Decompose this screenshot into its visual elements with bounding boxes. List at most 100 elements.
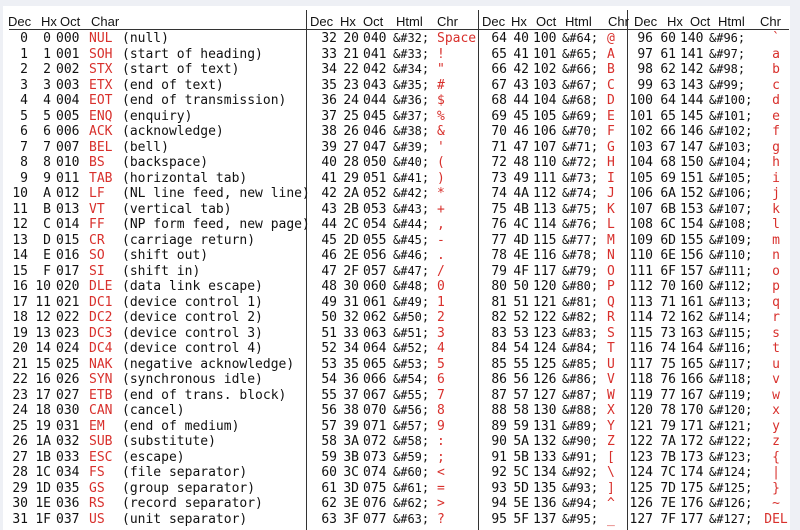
table-row: 109 6D 155 &#109; m	[3, 233, 790, 248]
cell-chr: v	[772, 372, 780, 387]
cell-hex: 7C	[660, 465, 676, 480]
cell-hex: 7D	[660, 480, 676, 496]
cell-oct: 001	[56, 46, 80, 62]
cell-hex: 44	[513, 93, 529, 108]
cell-hex: 20	[343, 31, 359, 46]
cell-chr: i	[772, 170, 780, 186]
table-row: 1 1 001 SOH (start of heading)	[3, 47, 790, 62]
cell-dec: 55	[321, 387, 337, 403]
cell-hex: 50	[513, 279, 529, 294]
cell-oct: 070	[363, 403, 387, 418]
cell-char: FS	[89, 465, 105, 480]
cell-hex: 7	[43, 139, 51, 155]
cell-dec: 78	[491, 248, 507, 263]
cell-oct: 067	[363, 387, 387, 403]
table-row: 32 20 040 &#32; Space	[3, 31, 790, 46]
table-row: 40 28 050 &#40; (	[3, 155, 790, 170]
cell-hex: 51	[513, 294, 529, 310]
cell-hex: 73	[660, 325, 676, 341]
cell-html: &#37;	[393, 108, 430, 123]
cell-dec: 58	[321, 434, 337, 449]
cell-hex: 40	[513, 31, 529, 46]
cell-char: DLE	[89, 279, 113, 294]
cell-chr: K	[607, 201, 615, 217]
cell-oct: 174	[680, 465, 704, 480]
column-header-chr: Chr	[437, 14, 458, 29]
cell-hex: 7A	[660, 434, 676, 449]
cell-html: &#112;	[709, 279, 753, 293]
cell-oct: 143	[680, 77, 704, 93]
cell-chr: '	[437, 139, 445, 155]
table-row: 57 39 071 &#57; 9	[3, 419, 790, 434]
cell-html: &#80;	[562, 279, 599, 293]
cell-dec: 81	[491, 294, 507, 310]
cell-hex: 35	[343, 356, 359, 372]
cell-hex: 2E	[343, 248, 359, 263]
cell-oct: 025	[56, 356, 80, 372]
table-row: 103 67 147 &#103; g	[3, 140, 790, 155]
cell-dec: 25	[12, 418, 28, 434]
cell-oct: 031	[56, 418, 80, 434]
cell-oct: 160	[680, 279, 704, 294]
cell-chr: ~	[772, 496, 780, 511]
cell-oct: 005	[56, 108, 80, 124]
cell-html: &#108;	[709, 217, 753, 231]
cell-html: &#113;	[709, 294, 753, 309]
table-row: 79 4F 117 &#79; O	[3, 264, 790, 279]
cell-chr: \	[607, 465, 615, 480]
cell-oct: 046	[363, 124, 387, 139]
cell-chr: J	[607, 186, 615, 201]
column-header-chr: Chr	[760, 14, 781, 29]
cell-oct: 036	[56, 496, 80, 511]
column-header-oct: Oct	[690, 14, 711, 29]
cell-hex: 4C	[513, 217, 529, 232]
cell-hex: 2B	[343, 201, 359, 217]
cell-hex: 16	[35, 372, 51, 387]
cell-oct: 100	[533, 31, 557, 46]
cell-chr: 8	[437, 403, 445, 418]
cell-chr: w	[772, 387, 780, 403]
ascii-table: Dec Hx Oct Char 0 0 000 NUL (null) 1 1 001 SOH (start…	[3, 6, 790, 530]
cell-oct: 110	[533, 155, 557, 170]
cell-chr: ]	[607, 480, 615, 496]
table-row: 121 79 171 &#121; y	[3, 419, 790, 434]
cell-chr: R	[607, 310, 615, 325]
cell-html: &#78;	[562, 248, 599, 262]
cell-html: &#88;	[562, 403, 599, 417]
cell-html: &#57;	[393, 418, 430, 433]
cell-dec: 53	[321, 356, 337, 372]
cell-dec: 9	[20, 170, 28, 186]
cell-hex: 46	[513, 124, 529, 139]
cell-dec: 82	[491, 310, 507, 325]
cell-dec: 7	[20, 139, 28, 155]
cell-dec: 125	[629, 480, 653, 496]
cell-hex: 52	[513, 310, 529, 325]
cell-dec: 71	[491, 139, 507, 155]
cell-char: NUL	[89, 31, 113, 46]
cell-chr: {	[772, 449, 780, 465]
cell-hex: 32	[343, 310, 359, 325]
cell-html: &#60;	[393, 465, 430, 479]
cell-oct: 013	[56, 201, 80, 217]
table-row: 43 2B 053 &#43; +	[3, 202, 790, 217]
table-row: 7 7 007 BEL (bell)	[3, 140, 790, 155]
cell-hex: 1C	[35, 465, 51, 480]
cell-hex: 3F	[343, 511, 359, 527]
cell-html: &#42;	[393, 186, 430, 200]
table-row: 24 18 030 CAN (cancel)	[3, 403, 790, 418]
cell-html: &#124;	[709, 465, 753, 479]
cell-char: FF	[89, 217, 105, 232]
cell-dec: 106	[629, 186, 653, 201]
cell-description: (vertical tab)	[122, 201, 232, 217]
cell-dec: 99	[637, 77, 653, 93]
cell-description: (carriage return)	[122, 232, 256, 248]
cell-oct: 114	[533, 217, 557, 232]
table-row: 0 0 000 NUL (null)	[3, 31, 790, 46]
cell-dec: 76	[491, 217, 507, 232]
cell-html: &#73;	[562, 170, 599, 185]
cell-html: &#67;	[562, 77, 599, 92]
cell-oct: 011	[56, 170, 80, 186]
table-row: 21 15 025 NAK (negative acknowledge)	[3, 357, 790, 372]
cell-hex: 65	[660, 108, 676, 124]
cell-hex: 5B	[513, 449, 529, 465]
